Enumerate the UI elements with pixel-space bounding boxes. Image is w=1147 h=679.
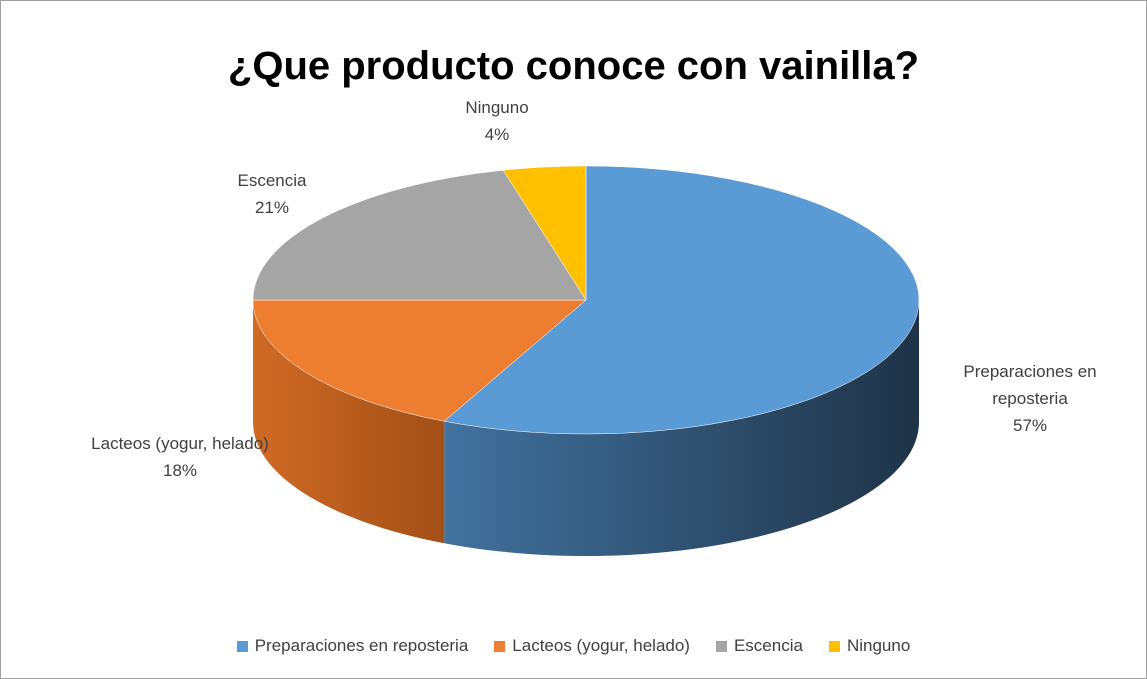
legend-item: Ninguno xyxy=(828,636,911,656)
slice xyxy=(252,299,587,422)
legend-item: Escencia xyxy=(715,636,803,656)
legend-swatch xyxy=(236,640,248,652)
slice xyxy=(443,165,920,435)
data-label-value: 21% xyxy=(254,198,290,217)
legend-label: Preparaciones en reposteria xyxy=(254,636,469,655)
legend-item: Lacteos (yogur, helado) xyxy=(494,636,690,656)
data-label-category: Escencia xyxy=(237,171,307,190)
slice xyxy=(502,165,587,301)
chart-title: ¿Que producto conoce con vainilla? xyxy=(227,44,920,88)
data-label-category: Preparaciones en reposteria xyxy=(963,362,1097,408)
legend-label: Lacteos (yogur, helado) xyxy=(512,636,690,655)
slice xyxy=(252,169,587,301)
legend-swatch xyxy=(494,640,506,652)
data-label: Ninguno 4% xyxy=(442,94,552,148)
data-label-value: 4% xyxy=(484,125,510,144)
legend-label: Ninguno xyxy=(846,636,911,655)
data-label-category: Ninguno xyxy=(465,98,529,117)
data-label-value: 18% xyxy=(162,461,198,480)
data-label: Escencia 21% xyxy=(207,167,337,221)
legend-item: Preparaciones en reposteria xyxy=(236,636,469,656)
data-label: Preparaciones en reposteria 57% xyxy=(945,358,1115,439)
data-label-value: 57% xyxy=(1012,416,1048,435)
slice-side xyxy=(444,300,919,556)
slice-side xyxy=(253,300,445,544)
data-label-category: Lacteos (yogur, helado) xyxy=(91,434,269,453)
legend-swatch xyxy=(828,640,840,652)
legend: Preparaciones en reposteria Lacteos (yogu… xyxy=(0,636,1147,656)
data-label: Lacteos (yogur, helado) 18% xyxy=(90,430,270,484)
legend-label: Escencia xyxy=(733,636,803,655)
legend-swatch xyxy=(715,640,727,652)
